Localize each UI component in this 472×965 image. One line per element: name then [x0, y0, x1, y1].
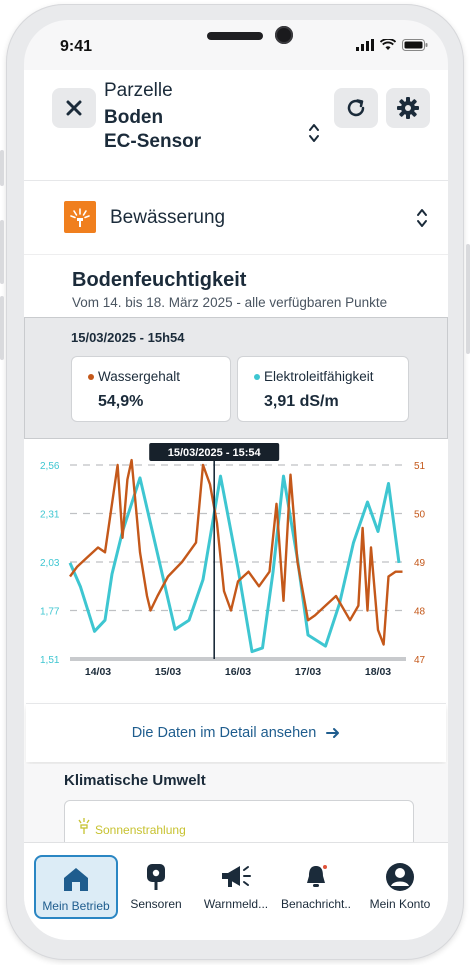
side-button: [0, 220, 4, 284]
wifi-icon: [380, 39, 396, 50]
tab-benachrichtigungen[interactable]: Benachricht..: [274, 855, 358, 919]
gear-icon: [397, 97, 419, 119]
card-subtitle: Vom 14. bis 18. März 2025 - alle verfügb…: [72, 295, 388, 310]
series-dot: [254, 374, 260, 381]
tab-label: Sensoren: [130, 897, 182, 911]
tab-label: Benachricht..: [280, 897, 352, 911]
sun-radiation-icon: [78, 818, 90, 834]
irrigation-icon: [64, 201, 96, 233]
x-tick-label: 14/03: [85, 666, 111, 678]
water-content-label: Wassergehalt: [98, 369, 181, 384]
screen: 9:41 Parzelle Boden EC-Sensor Bewässerun…: [24, 20, 448, 940]
chevron-updown-icon[interactable]: [416, 207, 428, 229]
account-icon: [384, 861, 416, 893]
tab-warnmeldungen[interactable]: Warnmeld...: [194, 855, 278, 919]
water-content-card: Wassergehalt 54,9%: [71, 356, 231, 422]
x-tick-label: 15/03: [155, 666, 181, 678]
side-button: [0, 296, 4, 360]
x-tick-label: 18/03: [365, 666, 391, 678]
header: Parzelle Boden EC-Sensor: [24, 70, 448, 180]
chart-area[interactable]: 1,51 47 1,77 48 2,03 49 2,31 50 2,56 51 14/03 15/03…: [24, 441, 448, 717]
arrow-right-icon: [326, 728, 340, 738]
y-left-tick-label: 1,51: [40, 655, 60, 666]
y-left-tick-label: 1,77: [40, 607, 60, 618]
series-dot: [88, 374, 94, 381]
y-left-tick-label: 2,56: [40, 461, 60, 472]
y-right-tick-label: 48: [414, 607, 426, 618]
conductivity-card: Elektroleitfähigkeit 3,91 dS/m: [237, 356, 409, 422]
battery-icon: [402, 39, 428, 51]
side-button: [466, 244, 470, 354]
solar-radiation-label: Sonnenstrahlung: [95, 823, 186, 837]
card-title: Bodenfeuchtigkeit: [72, 269, 247, 291]
signal-icon: [356, 39, 374, 51]
megaphone-icon: [220, 861, 252, 893]
status-bar: 9:41: [24, 20, 448, 68]
x-tick-label: 16/03: [225, 666, 251, 678]
conductivity-value: 3,91 dS/m: [264, 393, 339, 410]
x-tick-label: 17/03: [295, 666, 321, 678]
tab-label: Warnmeld...: [203, 897, 269, 911]
view-details-button[interactable]: Die Daten im Detail ansehen: [26, 703, 446, 762]
header-text: Parzelle Boden EC-Sensor: [104, 80, 201, 154]
tab-sensoren[interactable]: Sensoren: [114, 855, 198, 919]
front-camera: [275, 26, 293, 44]
y-right-tick-label: 49: [414, 558, 426, 569]
chevron-updown-icon[interactable]: [308, 122, 320, 144]
refresh-icon: [347, 99, 365, 117]
side-button: [0, 150, 4, 186]
sensor-pin-icon: [140, 861, 172, 893]
tab-mein-betrieb[interactable]: Mein Betrieb: [34, 855, 118, 919]
y-left-tick-label: 2,03: [40, 558, 60, 569]
y-right-tick-label: 50: [414, 510, 426, 521]
y-left-tick-label: 2,31: [40, 510, 60, 521]
series-line: [68, 474, 401, 654]
status-icons: [356, 39, 428, 51]
header-subtitle: Parzelle: [104, 80, 173, 101]
soil-moisture-card: Bodenfeuchtigkeit Vom 14. bis 18. März 2…: [24, 254, 448, 765]
tab-label: Mein Konto: [369, 897, 431, 911]
view-details-label: Die Daten im Detail ansehen: [131, 725, 317, 741]
tab-mein-konto[interactable]: Mein Konto: [358, 855, 442, 919]
tab-label: Mein Betrieb: [42, 899, 110, 913]
series-line: [69, 458, 403, 646]
conductivity-label: Elektroleitfähigkeit: [264, 369, 374, 384]
page-title: Boden EC-Sensor: [104, 107, 202, 152]
refresh-button[interactable]: [334, 88, 378, 128]
value-summary-panel: 15/03/2025 - 15h54 Wassergehalt 54,9% El…: [24, 317, 448, 439]
summary-date: 15/03/2025 - 15h54: [71, 330, 185, 345]
cursor-label-box: [149, 443, 280, 461]
water-content-value: 54,9%: [98, 393, 144, 410]
speaker-notch: [207, 32, 263, 40]
settings-button[interactable]: [386, 88, 430, 128]
cursor-label: 15/03/2025 - 15:54: [168, 447, 262, 459]
category-selector[interactable]: Bewässerung: [24, 180, 448, 255]
bottom-tab-bar: Mein Betrieb Sensoren Warnmeld... Benach…: [24, 842, 448, 940]
home-icon: [60, 863, 92, 895]
status-time: 9:41: [60, 38, 93, 55]
bell-icon: [300, 861, 332, 893]
y-right-tick-label: 47: [414, 655, 426, 666]
y-right-tick-label: 51: [414, 461, 426, 472]
close-button[interactable]: [52, 88, 96, 128]
climate-section-title: Klimatische Umwelt: [64, 772, 206, 789]
close-icon: [66, 100, 82, 116]
line-chart[interactable]: 1,51 47 1,77 48 2,03 49 2,31 50 2,56 51 14/03 15/03…: [24, 441, 448, 717]
selector-label: Bewässerung: [110, 207, 226, 228]
